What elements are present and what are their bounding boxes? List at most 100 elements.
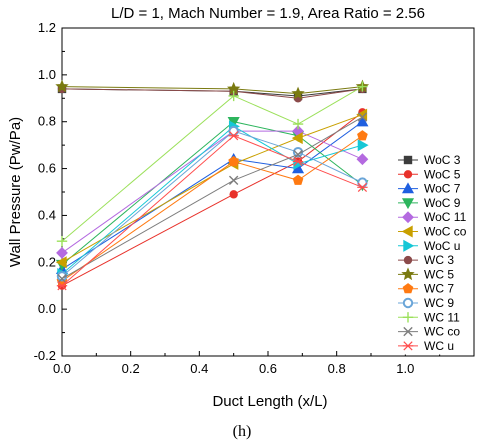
- series-woc-5: [57, 108, 367, 290]
- series-wc-co: [57, 112, 368, 284]
- legend-item: WC 9: [398, 296, 454, 310]
- series-wc-9: [56, 125, 368, 282]
- legend-marker: [402, 341, 414, 351]
- y-axis: -0.2 0.0 0.2 0.4 0.6 0.8 1.0 1.2: [34, 20, 67, 363]
- legend-item: WC 11: [398, 310, 460, 324]
- data-point: [356, 115, 369, 127]
- legend-label: WC 7: [424, 282, 454, 296]
- x-tick-label: 0.2: [122, 361, 140, 376]
- data-point: [228, 155, 240, 167]
- legend-marker: [403, 326, 413, 337]
- series-line: [61, 130, 363, 277]
- chart-title: L/D = 1, Mach Number = 1.9, Area Ratio =…: [111, 5, 425, 22]
- series-layer: [55, 79, 370, 291]
- legend-label: WoC 3: [424, 153, 461, 167]
- legend-item: WoC 3: [398, 153, 461, 167]
- legend-label: WoC 5: [424, 167, 461, 181]
- x-tick-label: 0.6: [259, 361, 277, 376]
- data-point: [55, 79, 69, 93]
- legend-label: WC 9: [424, 296, 454, 310]
- legend-item: WoC 7: [398, 182, 461, 196]
- legend-label: WC co: [424, 325, 460, 339]
- data-point: [357, 130, 368, 141]
- data-point: [357, 81, 368, 92]
- data-point: [56, 247, 68, 259]
- legend-item: WC 3: [398, 253, 454, 267]
- y-tick-label: 1.0: [38, 67, 56, 82]
- legend-item: WoC 11: [398, 210, 467, 224]
- series-line: [61, 121, 363, 266]
- legend-marker: [401, 198, 415, 210]
- legend-marker: [403, 170, 413, 179]
- legend-item: WoC co: [398, 225, 467, 239]
- data-point: [292, 118, 304, 130]
- legend-marker: [402, 312, 414, 323]
- legend-marker: [403, 255, 413, 265]
- data-point: [357, 112, 368, 122]
- data-point: [357, 177, 368, 188]
- x-axis-label: Duct Length (x/L): [212, 393, 327, 410]
- series-line: [61, 116, 363, 280]
- data-point: [57, 273, 67, 284]
- data-point: [228, 131, 239, 141]
- x-tick-label: 0.0: [53, 361, 71, 376]
- series-line: [61, 88, 363, 99]
- series-woc-9: [55, 117, 369, 271]
- legend-label: WoC 7: [424, 182, 461, 196]
- legend-marker: [402, 283, 414, 294]
- legend-label: WC 11: [424, 310, 460, 324]
- legend-item: WC 7: [398, 282, 454, 296]
- series-line: [61, 114, 363, 263]
- series-wc-u: [56, 131, 368, 291]
- legend-item: WoC 5: [398, 167, 461, 181]
- x-tick-label: 0.8: [328, 361, 346, 376]
- y-tick-label: 0.6: [38, 161, 56, 176]
- x-tick-label: 1.0: [396, 361, 414, 376]
- series-woc-u: [57, 120, 369, 281]
- y-tick-label: 0.2: [38, 254, 56, 269]
- y-tick-label: 0.0: [38, 301, 56, 316]
- y-tick-label: -0.2: [34, 348, 56, 363]
- legend-marker: [403, 155, 413, 165]
- legend-item: WC u: [398, 339, 454, 353]
- y-tick-label: 1.2: [38, 20, 56, 35]
- legend-label: WoC 9: [424, 196, 461, 210]
- legend-label: WoC u: [424, 239, 460, 253]
- data-point: [228, 90, 239, 102]
- series-woc-co: [55, 108, 368, 269]
- data-point: [228, 175, 239, 185]
- legend-marker: [402, 211, 414, 224]
- data-point: [291, 132, 303, 145]
- series-line: [61, 130, 363, 254]
- series-line: [61, 135, 363, 287]
- data-point: [292, 156, 304, 167]
- series-line: [61, 121, 363, 270]
- series-line: [61, 125, 363, 275]
- legend-item: WoC 9: [398, 196, 461, 210]
- legend-marker: [401, 267, 415, 281]
- x-axis: 0.0 0.2 0.4 0.6 0.8 1.0: [53, 351, 441, 376]
- y-axis-label: Wall Pressure (Pw/Pa): [7, 117, 24, 267]
- data-point: [357, 182, 368, 192]
- data-point: [356, 153, 369, 166]
- legend-label: WoC 11: [424, 210, 467, 224]
- legend-marker: [401, 225, 413, 238]
- data-point: [293, 149, 303, 160]
- legend-item: WC 5: [398, 267, 454, 281]
- data-point: [56, 281, 68, 291]
- data-point: [55, 256, 67, 269]
- legend-label: WC 3: [424, 253, 454, 267]
- data-point: [229, 190, 238, 199]
- data-point: [291, 86, 305, 100]
- y-tick-label: 0.4: [38, 207, 56, 222]
- data-point: [228, 125, 239, 137]
- y-tick-label: 0.8: [38, 114, 56, 129]
- legend-item: WoC u: [398, 239, 460, 253]
- legend-box: [391, 149, 473, 355]
- data-point: [56, 236, 68, 247]
- legend-marker: [403, 239, 415, 252]
- series-wc-11: [56, 81, 368, 247]
- series-line: [61, 111, 363, 287]
